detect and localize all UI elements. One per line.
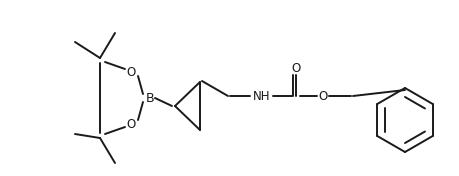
Text: O: O: [126, 118, 135, 130]
Text: O: O: [126, 65, 135, 78]
Text: O: O: [318, 90, 327, 102]
Text: B: B: [146, 92, 154, 105]
Text: O: O: [291, 61, 300, 74]
Text: NH: NH: [253, 90, 270, 102]
